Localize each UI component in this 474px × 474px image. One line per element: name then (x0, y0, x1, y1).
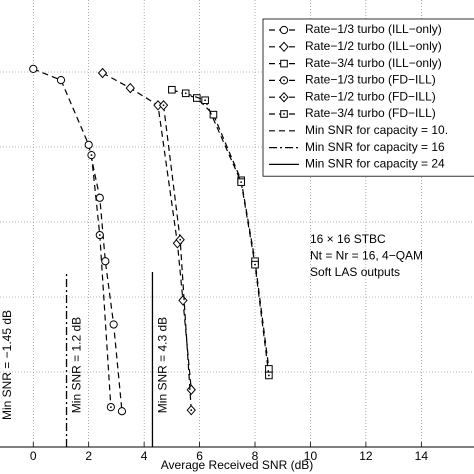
series (158, 100, 196, 416)
point-dot (184, 92, 187, 95)
point-dot (98, 234, 101, 236)
point (168, 85, 176, 94)
point (209, 110, 218, 119)
point-dot (204, 99, 207, 102)
x-tick-label: 0 (30, 449, 37, 463)
x-tick-label: 4 (141, 449, 148, 463)
legend-marker (279, 25, 289, 35)
legend-label: Rate−1/2 turbo (ILL−only) (305, 39, 442, 53)
point (97, 67, 108, 79)
point (95, 193, 104, 202)
point-dot (254, 263, 256, 266)
point (56, 75, 66, 85)
series (29, 64, 127, 416)
point (125, 82, 135, 94)
annotation: 16 × 16 STBC (310, 232, 386, 246)
min-snr-label: Min SNR = 4.3 dB (156, 317, 170, 413)
x-tick-label: 2 (85, 449, 92, 463)
point (84, 140, 93, 149)
point (117, 407, 127, 416)
legend-label: Min SNR for capacity = 10. (305, 123, 448, 137)
annotation: Soft LAS outputs (310, 265, 400, 279)
point-dot (190, 409, 193, 412)
x-axis-label: Average Received SNR (dB) (161, 458, 314, 472)
point-dot (90, 154, 93, 156)
series-line (102, 72, 192, 390)
min-snr-label: Min SNR = 1.2 dB (70, 317, 84, 413)
series-line (171, 89, 270, 369)
x-tick-label: 14 (415, 449, 429, 463)
x-tick-label: 10 (304, 449, 318, 463)
legend-label: Min SNR for capacity = 16 (305, 140, 445, 154)
legend-label: Rate−3/4 turbo (FD−ILL) (305, 106, 436, 120)
legend-marker (280, 59, 288, 68)
point (109, 320, 118, 329)
legend-label: Rate−1/3 turbo (FD−ILL) (305, 73, 436, 87)
point-dot (283, 79, 285, 82)
annotation: Nt = Nr = 16, 4−QAM (310, 249, 423, 263)
legend-label: Rate−1/3 turbo (ILL−only) (305, 22, 442, 36)
legend-box (262, 18, 474, 177)
point-dot (267, 374, 270, 377)
min-snr-label: Min SNR = −1.45 dB (0, 310, 14, 420)
point-dot (283, 113, 285, 115)
point-dot (109, 406, 112, 409)
point (101, 257, 110, 266)
point (178, 295, 188, 306)
legend-marker (279, 41, 289, 53)
legend-label: Rate−1/2 turbo (FD−ILL) (305, 89, 436, 103)
series (87, 150, 115, 412)
point (29, 64, 38, 73)
point-dot (162, 104, 165, 107)
legend-label: Min SNR for capacity = 24 (305, 157, 445, 171)
point-dot (179, 238, 182, 241)
series (181, 89, 273, 380)
x-tick-label: 8 (252, 449, 259, 463)
legend-label: Rate−3/4 turbo (ILL−only) (305, 56, 442, 70)
x-tick-label: 6 (196, 449, 203, 463)
point-dot (283, 96, 285, 99)
legend: Rate−1/3 turbo (ILL−only) Rate−1/2 turbo … (262, 18, 474, 177)
point-dot (240, 181, 243, 184)
x-tick-label: 12 (359, 449, 373, 463)
